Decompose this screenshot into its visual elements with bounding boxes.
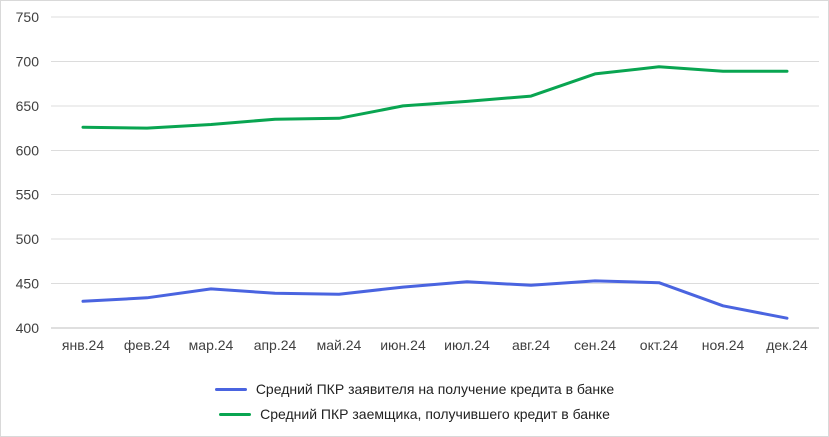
svg-text:дек.24: дек.24 bbox=[766, 337, 808, 353]
svg-text:650: 650 bbox=[16, 98, 40, 114]
svg-text:сен.24: сен.24 bbox=[574, 337, 616, 353]
svg-text:окт.24: окт.24 bbox=[640, 337, 679, 353]
svg-text:апр.24: апр.24 bbox=[254, 337, 297, 353]
legend-line-swatch-green bbox=[219, 412, 252, 416]
line-chart-canvas: 400 450 500 550 600 650 700 750 янв.24 фев.24 мар.… bbox=[16, 9, 819, 353]
legend-label-borrower: Средний ПКР заемщика, получившего кредит… bbox=[260, 406, 610, 422]
svg-text:ноя.24: ноя.24 bbox=[702, 337, 745, 353]
legend-item-borrower: Средний ПКР заемщика, получившего кредит… bbox=[219, 405, 610, 423]
svg-text:май.24: май.24 bbox=[317, 337, 362, 353]
svg-text:июн.24: июн.24 bbox=[380, 337, 426, 353]
svg-text:400: 400 bbox=[16, 320, 40, 336]
svg-text:700: 700 bbox=[16, 53, 40, 69]
svg-text:550: 550 bbox=[16, 187, 40, 203]
svg-text:600: 600 bbox=[16, 142, 40, 158]
svg-text:450: 450 bbox=[16, 276, 40, 292]
svg-text:авг.24: авг.24 bbox=[512, 337, 550, 353]
svg-text:500: 500 bbox=[16, 231, 40, 247]
chart-legend: Средний ПКР заявителя на получение креди… bbox=[1, 380, 828, 423]
svg-text:750: 750 bbox=[16, 9, 40, 25]
legend-item-applicant: Средний ПКР заявителя на получение креди… bbox=[214, 380, 615, 398]
legend-line-swatch-blue bbox=[214, 387, 247, 391]
svg-text:фев.24: фев.24 bbox=[124, 337, 170, 353]
legend-label-applicant: Средний ПКР заявителя на получение креди… bbox=[255, 381, 615, 397]
svg-text:июл.24: июл.24 bbox=[444, 337, 490, 353]
svg-text:мар.24: мар.24 bbox=[189, 337, 234, 353]
svg-text:янв.24: янв.24 bbox=[62, 337, 104, 353]
